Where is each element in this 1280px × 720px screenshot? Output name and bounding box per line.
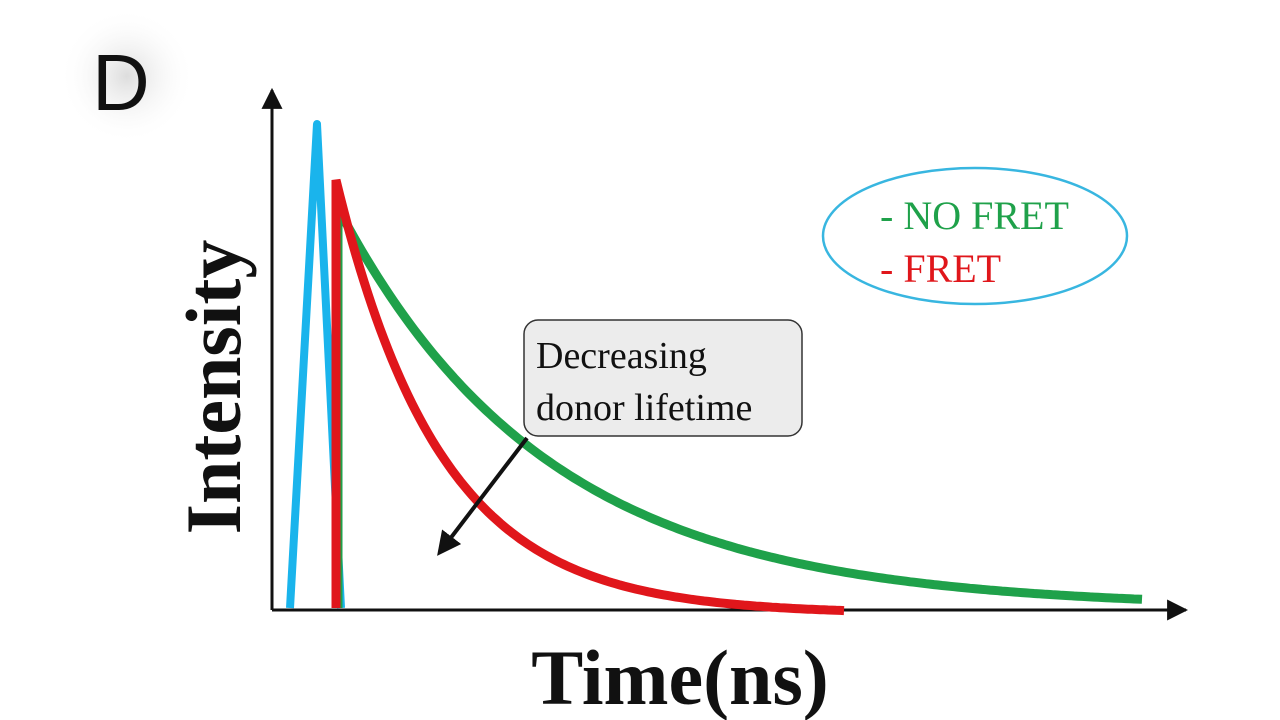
y-axis-title: Intensity	[170, 240, 257, 535]
x-axis-title: Time(ns)	[531, 634, 829, 720]
panel-letter-glow	[59, 8, 195, 144]
legend-item-fret: - FRET	[880, 246, 1001, 291]
callout-line-1: Decreasing	[536, 335, 707, 377]
legend-item-no-fret: - NO FRET	[880, 193, 1069, 238]
no-fret-decay-curve	[333, 205, 1143, 608]
callout-arrow	[437, 436, 529, 556]
callout-line-2: donor lifetime	[536, 387, 752, 429]
fret-decay-curve	[331, 178, 845, 616]
legend-ellipse	[821, 166, 1129, 306]
panel-label: D	[92, 38, 150, 127]
callout-box	[523, 319, 803, 437]
